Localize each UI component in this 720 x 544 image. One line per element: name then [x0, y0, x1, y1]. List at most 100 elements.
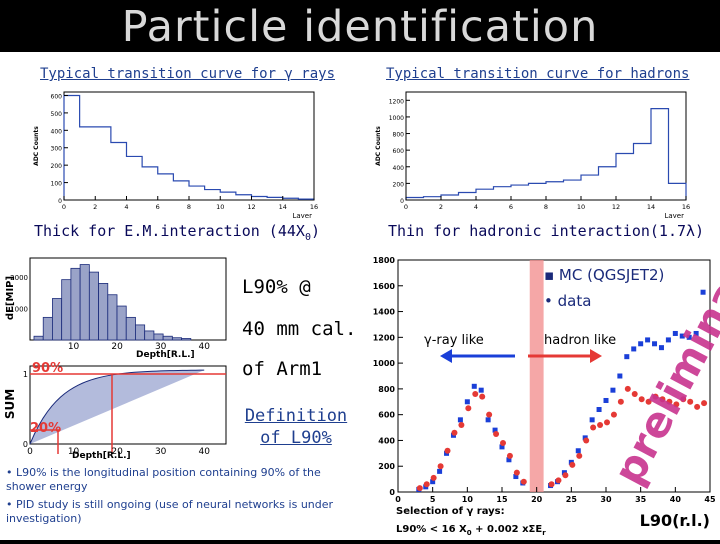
note-2: • PID study is still ongoing (use of neu… — [6, 498, 334, 525]
mc-point — [672, 330, 678, 336]
depth-histo-bar — [171, 337, 182, 341]
data-point — [506, 452, 513, 459]
mc-point — [464, 399, 470, 405]
depth-histo-bar — [125, 316, 136, 341]
y-tick-label: 0 — [58, 198, 62, 205]
depth-histo-bar — [144, 330, 155, 341]
mc-point — [478, 387, 484, 393]
depth-histo-bar — [70, 267, 81, 341]
depth-bottom-x-tick: 30 — [155, 447, 167, 457]
mc-point — [485, 417, 491, 423]
mc-point — [658, 345, 664, 351]
l90-scatter-chart: 0 200 400 600 800 1000 1200 1400 1600 1800 0 5 10 15 2… — [373, 229, 720, 537]
y-tick-label: 200 — [393, 181, 405, 188]
data-point — [479, 393, 486, 400]
data-point — [610, 411, 617, 418]
depth-histo-bar — [135, 324, 146, 341]
scatter-y-tick-label: 1000 — [373, 359, 396, 368]
data-point — [673, 401, 680, 408]
definition-title-1: Definition — [244, 406, 348, 426]
x-tick-label: 0 — [62, 203, 66, 211]
note-1: • L90% is the longitudinal position cont… — [6, 466, 321, 493]
scatter-x-tick-label: 25 — [566, 495, 578, 504]
depth-histo-bar — [162, 335, 173, 341]
scatter-y-tick-label: 1800 — [373, 256, 396, 265]
x-tick-label: 0 — [404, 203, 408, 211]
mc-point — [693, 330, 699, 336]
data-point — [548, 481, 555, 488]
y-tick-label: 1000 — [389, 115, 404, 122]
arrow-hadron-head — [590, 349, 602, 363]
depth-histo-bar — [116, 305, 127, 341]
scatter-x-tick-label: 0 — [395, 495, 401, 504]
mc-point — [471, 383, 477, 389]
depth-histo-bar — [33, 335, 44, 341]
mc-point — [499, 444, 505, 450]
data-point — [486, 411, 493, 418]
legend-mc: ▪ MC (QGSJET2) — [544, 266, 664, 284]
histogram-line — [405, 108, 687, 200]
notes: • L90% is the longitudinal position cont… — [0, 462, 360, 540]
scatter-y-tick-label: 1200 — [373, 333, 396, 342]
x-tick-label: 6 — [156, 203, 160, 211]
depth-histo-bar — [88, 271, 99, 341]
y-tick-label: 600 — [51, 93, 63, 100]
depth-top-x-tick: 30 — [155, 342, 167, 352]
x-tick-label: 8 — [187, 203, 191, 211]
scatter-x-tick-label: 30 — [600, 495, 612, 504]
depth-bottom-x-tick: 20 — [111, 447, 123, 457]
mc-point — [700, 289, 706, 295]
depth-top-tick: 2000 — [10, 274, 28, 282]
mc-point — [631, 346, 637, 352]
scatter-x-tick-label: 45 — [704, 495, 716, 504]
x-tick-label: 14 — [647, 203, 655, 211]
y-tick-label: 600 — [393, 148, 405, 155]
x-tick-label: 14 — [279, 203, 287, 211]
y-tick-label: 0 — [400, 198, 404, 205]
l90-line1: L90% @ — [242, 276, 311, 298]
data-point — [694, 403, 701, 410]
data-point — [444, 447, 451, 454]
mc-point — [513, 474, 519, 480]
selection-line2: L90% < 16 X0 + 0.002 xΣEr — [396, 524, 546, 537]
x-tick-label: 12 — [247, 203, 255, 211]
arrow-gamma-head — [440, 349, 452, 363]
y-tick-label: 300 — [51, 146, 63, 153]
scatter-frame — [397, 259, 711, 493]
mc-point — [638, 341, 644, 347]
x-axis-title: Layer — [664, 212, 684, 218]
x-tick-label: 2 — [439, 203, 443, 211]
depth-x-title-bottom: Depth[R.L.] — [72, 451, 131, 461]
depth-histo-bar — [153, 333, 164, 341]
data-point — [687, 398, 694, 405]
data-point — [472, 391, 479, 398]
l90-line2: 40 mm cal. — [242, 318, 357, 340]
mc-point — [686, 334, 692, 340]
data-point — [659, 396, 666, 403]
x-tick-label: 8 — [544, 203, 548, 211]
scatter-panel: 0 200 400 600 800 1000 1200 1400 1600 1800 0 5 10 15 2… — [360, 229, 720, 540]
data-point — [590, 424, 597, 431]
data-point — [604, 419, 610, 426]
depth-histo-bar — [181, 338, 192, 341]
data-point — [437, 463, 444, 470]
data-point — [576, 452, 583, 459]
scatter-x-tick-label: 35 — [635, 495, 647, 504]
x-tick-label: 4 — [474, 203, 478, 211]
data-point — [652, 393, 659, 400]
y-tick-label: 800 — [393, 132, 405, 139]
y-tick-label: 400 — [51, 128, 63, 135]
mc-point — [506, 457, 512, 463]
mc-point — [624, 354, 630, 360]
label-90: 90% — [32, 361, 63, 376]
depth-histo-bar — [98, 283, 109, 341]
scatter-y-tick-label: 600 — [378, 411, 395, 420]
depth-top-tick: 1000 — [10, 305, 28, 313]
data-point — [520, 478, 527, 485]
histogram-line — [63, 94, 315, 200]
definition-title-2: of L90% — [260, 428, 332, 448]
mc-point — [492, 427, 498, 433]
mc-point — [437, 468, 443, 474]
